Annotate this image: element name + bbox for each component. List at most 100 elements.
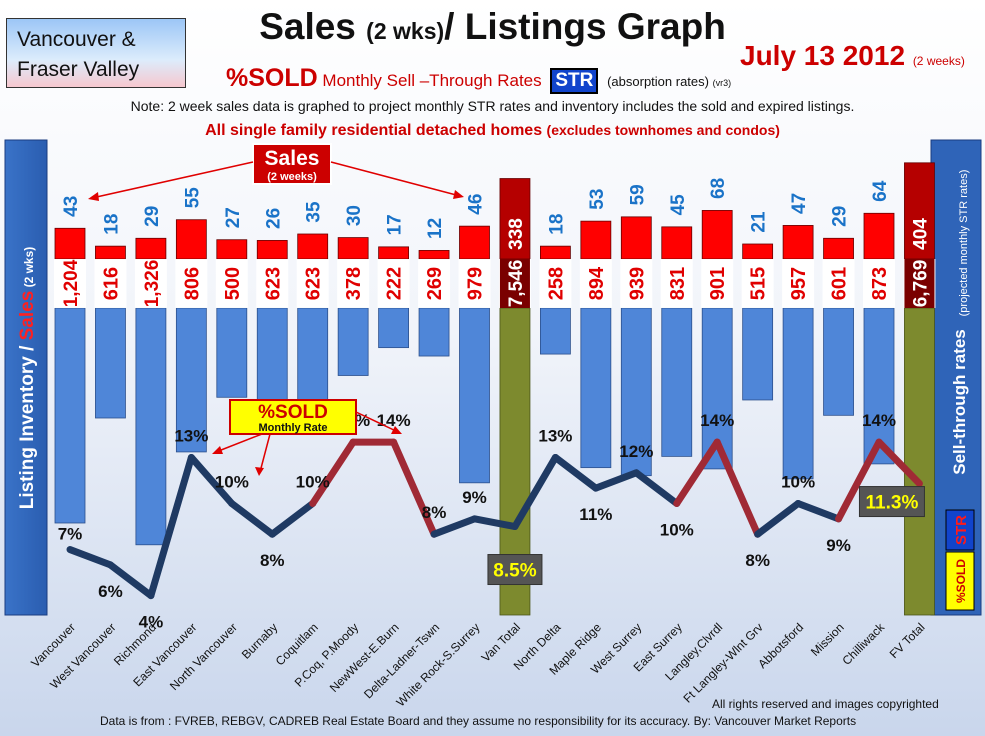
sales-callout-sub: (2 weeks) [267,171,317,183]
sales-label: 45 [668,194,689,216]
sell-through-line-segment [66,546,114,569]
sold-rate-label: 7% [58,525,83,544]
inventory-bar [337,307,369,376]
inventory-label-band [620,259,653,308]
sell-through-line-segment [228,500,276,538]
inventory-label-band [458,259,491,308]
copyright-note: All rights reserved and images copyright… [712,697,939,711]
sales-bar [378,246,410,260]
sold-arrow-3 [355,411,399,433]
date-small: (2 weeks) [912,54,965,68]
inventory-label-band [337,259,370,308]
sales-bar [256,240,288,260]
sales-bar [863,212,895,260]
sold-callout-sub: Monthly Rate [258,422,327,434]
sold-arrowhead-1 [212,446,223,454]
sell-through-line-segment [835,438,883,523]
sold-arrowhead-3 [391,426,402,434]
sales-label: 29 [830,206,851,227]
sales-bar [337,237,369,260]
right-axis-label: Sell-through rates [950,329,969,474]
sold-total-label: 8.5% [493,561,536,582]
sell-through-line-segment [632,469,681,507]
sold-rate-label: 14% [377,411,411,430]
sales-label: 47 [789,193,810,214]
sales-label: 46 [466,194,487,215]
sales-label: 404 [910,218,931,250]
inventory-label-band [418,259,451,308]
sold-rate-label: 6% [98,582,123,601]
sold-arrow-1 [215,433,263,453]
chart-note: Note: 2 week sales data is graphed to pr… [130,98,855,114]
sell-through-line-segment [471,515,519,531]
sales-arrow-left [91,161,254,199]
sell-through-line-segment [309,438,357,507]
sold-rate-label: 12% [619,442,653,461]
title-main: Sales [259,6,367,47]
inventory-label-band [579,259,612,308]
sold-arrow-2 [259,433,271,473]
sales-label: 17 [385,214,406,235]
sales-label: 30 [344,205,365,226]
sold-callout-title: %SOLD [258,402,328,423]
subtitle-version: (vr3) [712,78,732,88]
sales-label: 35 [304,201,325,223]
sales-bar [54,227,86,260]
sold-rate-label: 13% [174,426,208,445]
sales-bar [620,216,652,260]
sales-label: 53 [587,189,608,210]
inventory-label: 831 [667,267,689,300]
title-end: / Listings Graph [444,6,726,47]
sold-rate-label: 9% [826,536,851,555]
str-badge [945,509,975,551]
sold-badge [945,551,975,611]
sold-badge-text: %SOLD [954,559,968,603]
inventory-label-band [782,259,815,308]
sales-bar [742,243,774,260]
inventory-label: 806 [181,267,203,300]
sold-rate-label: 14% [862,411,896,430]
left-axis-panel [4,139,48,616]
sales-bar [135,237,167,260]
inventory-bar [135,307,167,546]
inventory-label: 515 [748,267,770,300]
report-date: July 13 2012 (2 weeks) [740,40,965,72]
sales-bar [580,220,612,260]
sales-bar [418,250,450,260]
inventory-label-band [94,259,127,308]
right-axis-sublabel: (projected monthly STR rates) [958,170,970,317]
sold-rate-label: 10% [215,473,249,492]
inventory-label: 616 [100,267,122,300]
inventory-label: 7,546 [506,260,527,308]
inventory-label: 979 [465,267,487,300]
sell-through-line-segment [430,515,478,538]
sell-through-line-segment [875,438,923,488]
sell-through-line-segment [106,561,155,600]
sold-rate-label: 14% [700,411,734,430]
sell-through-line-segment [147,453,195,600]
sell-through-line-segment [754,500,802,538]
sales-label: 43 [61,196,82,217]
inventory-label-band [539,259,572,308]
title-small: (2 wks) [366,18,445,44]
sales-label: 59 [627,184,648,205]
inventory-bar [54,307,86,524]
sold-callout: %SOLD Monthly Rate [212,399,402,476]
sold-total-badge [487,554,543,586]
inventory-label-band [215,259,248,308]
sell-through-line-segment [511,453,559,531]
sold-arrowhead-2 [255,467,264,476]
subtitle-str-badge: STR [550,68,599,94]
inventory-label: 601 [829,267,851,300]
sold-total-label: 11.3% [866,493,919,514]
sold-rate-label: 10% [660,521,694,540]
sales-bar [540,245,571,260]
inventory-label: 894 [586,266,608,300]
sales-bar [95,245,126,260]
sold-rate-label: 10% [296,473,330,492]
inventory-bar [459,307,490,484]
subtitle-sold: %SOLD [226,64,318,92]
inventory-label: 939 [626,267,648,300]
inventory-label: 378 [343,267,365,300]
inventory-bar [175,307,207,453]
